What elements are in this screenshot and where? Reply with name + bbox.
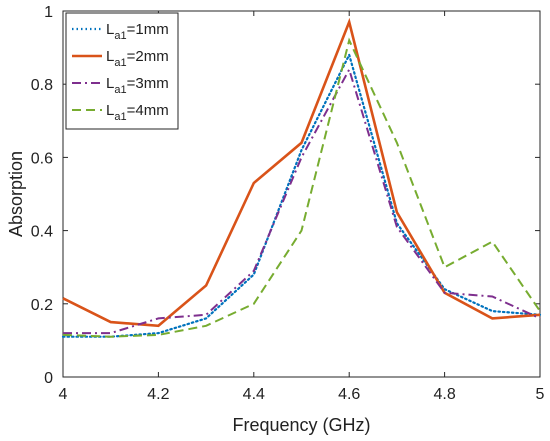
y-tick-label: 0.4 — [31, 224, 53, 241]
legend-box — [65, 12, 179, 130]
x-axis-label: Frequency (GHz) — [232, 415, 370, 435]
legend-label-subscript: a1 — [114, 30, 126, 42]
x-tick-label: 5 — [536, 386, 545, 403]
legend-label-subscript: a1 — [114, 111, 126, 123]
x-tick-label: 4.2 — [147, 386, 169, 403]
x-tick-label: 4 — [59, 386, 68, 403]
plot-box — [62, 10, 541, 378]
series-line-4 — [62, 37, 541, 338]
legend-label-main: L — [106, 75, 114, 92]
y-axis-ticks: 0 0.2 0.4 0.6 0.8 1 — [31, 4, 540, 387]
legend-label-main: L — [106, 48, 114, 65]
y-tick-label: 1 — [44, 4, 53, 21]
legend-label-3: La1=3mm — [106, 75, 169, 96]
series-line-2 — [62, 17, 541, 328]
legend-label-rest: =3mm — [127, 75, 169, 92]
y-axis-label: Absorption — [6, 151, 26, 237]
legend-label-main: L — [106, 21, 114, 38]
y-tick-label: 0.8 — [31, 77, 53, 94]
legend-label-1: La1=1mm — [106, 21, 169, 42]
x-axis-ticks: 4 4.2 4.4 4.6 4.8 5 — [59, 11, 545, 403]
legend-label-4: La1=4mm — [106, 102, 169, 123]
legend-label-rest: =2mm — [127, 48, 169, 65]
plot-frame — [62, 10, 541, 378]
legend-label-rest: =4mm — [127, 102, 169, 119]
legend-label-subscript: a1 — [114, 84, 126, 96]
y-tick-label: 0 — [44, 370, 53, 387]
legend-label-subscript: a1 — [114, 57, 126, 69]
y-tick-label: 0.6 — [31, 150, 53, 167]
y-tick-label: 0.2 — [31, 297, 53, 314]
series-layer — [61, 17, 542, 338]
legend-label-rest: =1mm — [127, 21, 169, 38]
series-line-3 — [63, 67, 541, 335]
legend-label-main: L — [106, 102, 114, 119]
legend-label-2: La1=2mm — [106, 48, 169, 69]
x-tick-label: 4.6 — [338, 386, 360, 403]
x-tick-label: 4.8 — [433, 386, 455, 403]
series-line-1 — [61, 51, 542, 338]
x-tick-label: 4.4 — [243, 386, 265, 403]
